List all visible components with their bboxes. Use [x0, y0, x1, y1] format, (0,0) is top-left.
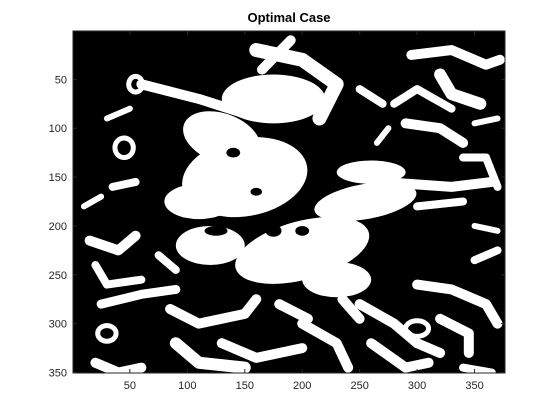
image-region: [103, 105, 133, 122]
x-tick-label: 200: [293, 380, 311, 392]
image-region: [471, 222, 501, 234]
image-region: [136, 79, 250, 119]
image-region: [95, 323, 119, 344]
image-region: [204, 225, 228, 236]
axes: 50 100 150 200 250 300 350 50 100 150 200 250 300 35…: [49, 30, 506, 392]
image-region: [412, 279, 503, 329]
image-region: [471, 115, 501, 127]
image-region: [126, 73, 146, 95]
y-tick-label: 300: [49, 319, 67, 331]
image-region: [373, 125, 392, 146]
image-region: [274, 299, 313, 324]
image-region: [91, 261, 146, 289]
x-tick-label: 150: [236, 380, 254, 392]
image-region: [400, 118, 469, 148]
image-region: [366, 338, 434, 373]
image-region: [175, 225, 245, 266]
image-region: [164, 183, 234, 220]
x-tick-label: 250: [350, 380, 368, 392]
image-region: [337, 294, 365, 324]
image-region: [302, 262, 372, 298]
axes-box: [72, 30, 506, 374]
image-region: [470, 246, 502, 265]
image-region: [183, 111, 261, 165]
chart-title: Optimal Case: [247, 10, 330, 25]
image-region: [459, 153, 502, 191]
image-region: [84, 230, 141, 256]
y-tick-label: 250: [49, 270, 67, 282]
image-region: [216, 338, 308, 363]
image-region: [434, 68, 487, 110]
image-region: [459, 363, 496, 373]
image-region: [235, 220, 254, 232]
image-region: [314, 182, 417, 222]
image-region: [112, 135, 136, 161]
image-region: [96, 284, 181, 309]
image-region: [250, 187, 262, 196]
y-tick-label: 350: [49, 368, 67, 380]
y-tick-label: 50: [55, 74, 67, 86]
x-tick-label: 50: [124, 380, 136, 392]
x-axis: 50 100 150 200 250 300 350: [124, 31, 484, 392]
image-region: [413, 197, 468, 211]
y-axis: 50 100 150 200 250 300 350: [49, 74, 505, 380]
image-region: [435, 313, 474, 358]
image-region: [154, 251, 180, 274]
image-region: [80, 193, 105, 210]
image-region: [390, 85, 456, 113]
image-region: [403, 318, 432, 339]
image-region: [295, 225, 310, 236]
image-region: [257, 35, 296, 75]
image-region: [265, 224, 282, 237]
x-tick-label: 100: [178, 380, 196, 392]
image-region: [297, 318, 354, 373]
image-region: [226, 147, 241, 158]
y-tick-label: 100: [49, 123, 67, 135]
image-region: [165, 294, 262, 329]
image-region: [406, 45, 505, 70]
y-tick-label: 150: [49, 172, 67, 184]
x-tick-label: 350: [465, 380, 483, 392]
image-region: [377, 176, 497, 192]
image-region: [355, 85, 387, 108]
x-tick-label: 300: [408, 380, 426, 392]
image-region: [169, 337, 251, 373]
y-tick-label: 200: [49, 221, 67, 233]
image-region: [108, 177, 140, 191]
binary-image: [80, 35, 505, 373]
